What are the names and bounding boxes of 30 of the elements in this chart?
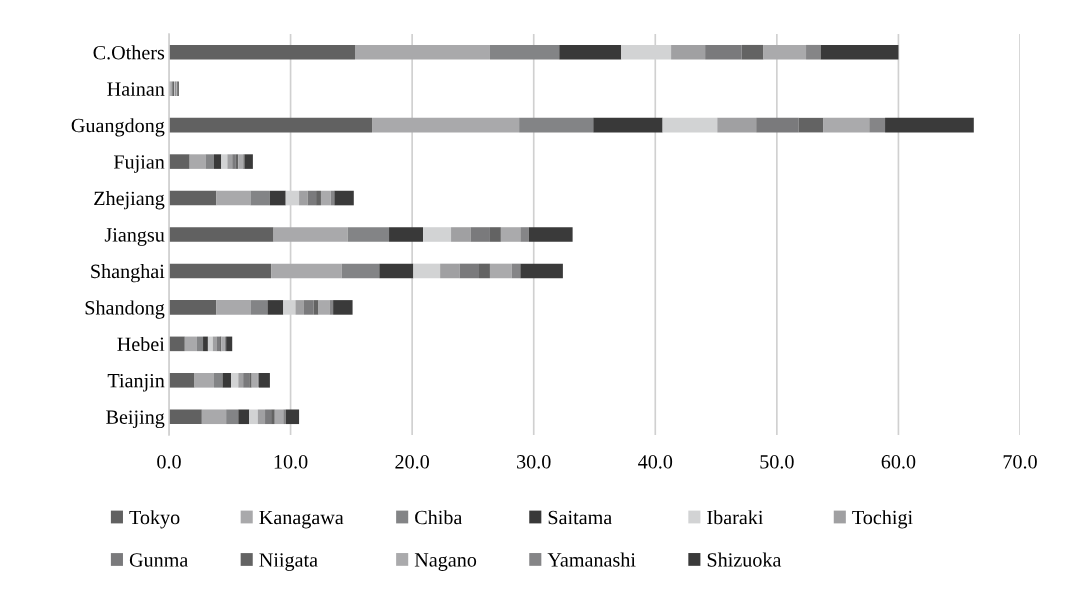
x-tick-label: 20.0 [395, 455, 429, 469]
x-tick-label: 0.0 [157, 455, 181, 469]
x-tick-label: 10.0 [274, 455, 308, 469]
legend-label: Nagano [414, 553, 477, 571]
legend-label: Tokyo [129, 510, 180, 529]
legend-label: Chiba [415, 510, 463, 525]
legend-label: Kanagawa [259, 510, 344, 529]
legend-label: Niigata [259, 553, 318, 571]
x-tick-label: 70.0 [1003, 455, 1037, 469]
y-tick-label: Zhejiang [94, 191, 165, 210]
x-tick-label: 60.0 [881, 455, 916, 469]
y-tick-label: Beijing [106, 410, 165, 429]
legend-label: Shizuoka [707, 552, 782, 567]
y-tick-label: Tianjin [107, 373, 165, 392]
y-tick-label: Fujian [113, 155, 165, 173]
y-tick-label: C.Others [93, 45, 165, 60]
legend-label: Yamanashi [547, 552, 636, 567]
y-tick-label: Hebei [117, 336, 165, 352]
legend-label: Saitama [548, 510, 612, 525]
y-tick-label: Shandong [85, 300, 165, 319]
y-tick-label: Guangdong [71, 118, 165, 137]
legend-label: Ibaraki [707, 510, 764, 525]
y-tick-label: Hainan [107, 82, 165, 96]
x-tick-label: 30.0 [517, 455, 551, 469]
y-tick-label: Shanghai [91, 263, 165, 283]
legend-label: Tochigi [852, 510, 913, 529]
legend-label: Gunma [129, 553, 189, 567]
x-tick-label: 40.0 [638, 455, 673, 469]
y-tick-label: Jiangsu [104, 228, 165, 246]
x-tick-label: 50.0 [760, 455, 794, 469]
